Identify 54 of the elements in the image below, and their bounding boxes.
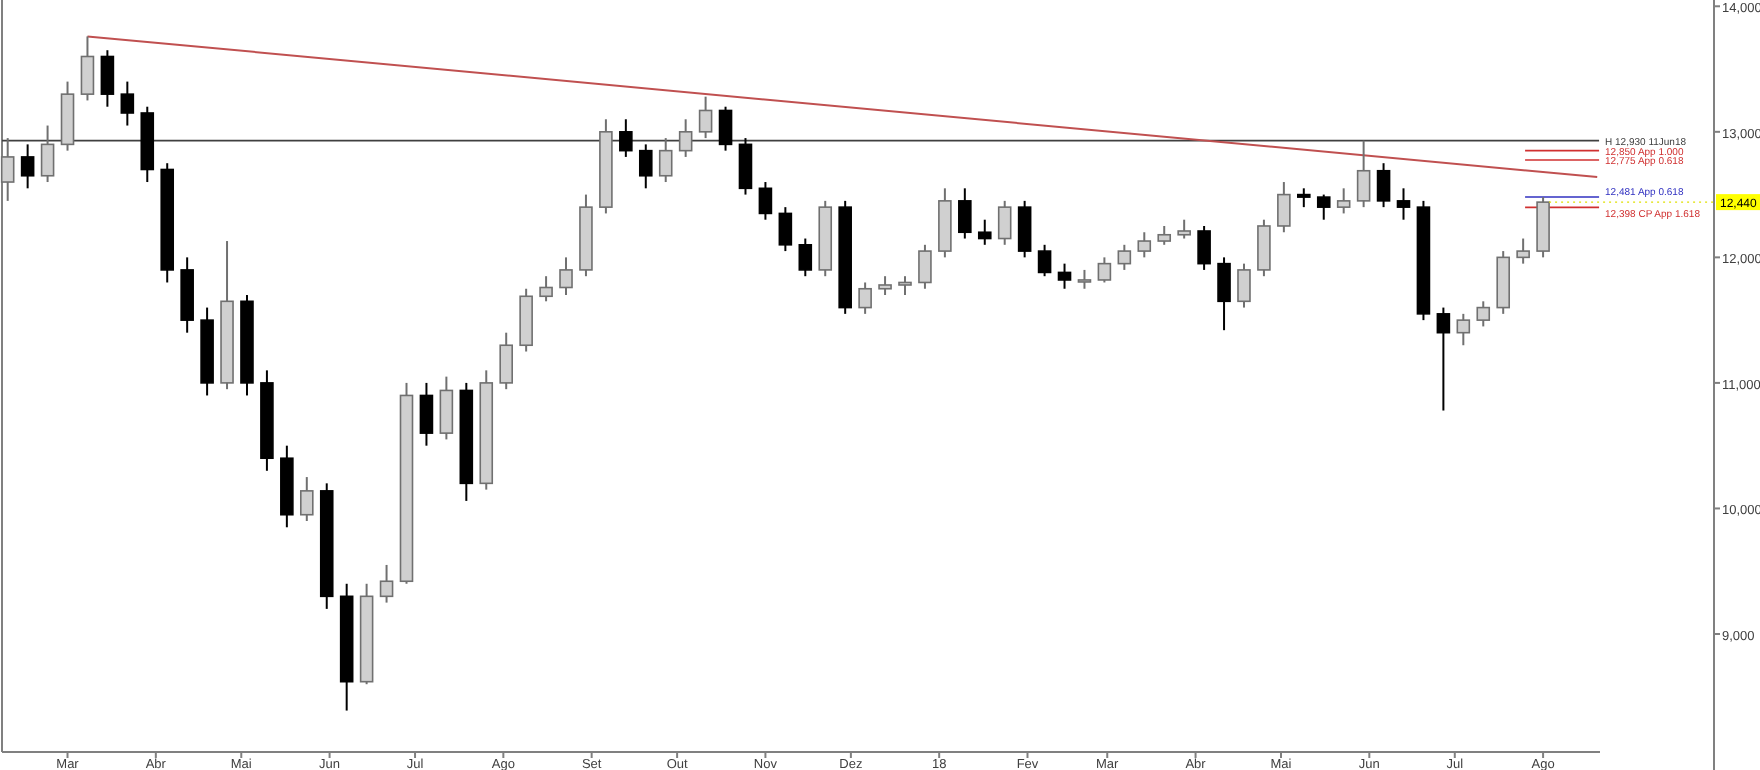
candlestick [379, 563, 394, 604]
candlestick [698, 95, 713, 140]
candlestick [1017, 199, 1032, 259]
candlestick [1097, 256, 1112, 284]
candlestick [1297, 187, 1311, 209]
candlestick [539, 275, 553, 303]
candlestick [658, 137, 673, 184]
candlestick [977, 218, 992, 246]
candlestick [1336, 187, 1351, 215]
candlestick [1257, 218, 1271, 278]
candlestick [898, 275, 912, 297]
candlestick [1456, 312, 1471, 347]
candlestick [758, 181, 773, 221]
candlestick [120, 80, 135, 127]
candlestick [499, 331, 513, 391]
candlestick [718, 105, 733, 152]
candlestick [1516, 237, 1530, 265]
candlestick [738, 137, 753, 196]
candlestick [0, 137, 15, 202]
candlestick [1197, 224, 1211, 271]
candlestick [1476, 300, 1491, 328]
candlestick [20, 143, 35, 190]
candlestick [1037, 243, 1052, 278]
candlestick [300, 476, 314, 522]
candlestick [1436, 306, 1451, 412]
candlestick [958, 187, 972, 240]
candlestick [1217, 256, 1231, 332]
candlestick [997, 199, 1012, 246]
candlestick [1316, 193, 1331, 221]
candlestick [559, 256, 573, 297]
candlestick [1177, 218, 1191, 240]
candlestick [1117, 243, 1132, 271]
candlestick [439, 375, 454, 441]
candlestick [1356, 139, 1371, 209]
candlestick [1396, 187, 1411, 221]
candlestick [878, 275, 892, 297]
candlestick [1277, 181, 1291, 234]
candlestick [1157, 224, 1172, 246]
candlestick [1137, 231, 1152, 259]
candlestick [918, 243, 932, 290]
candlestick [100, 49, 115, 108]
candlestick [1057, 262, 1072, 290]
candlestick [778, 206, 793, 253]
candlestick [80, 35, 95, 102]
candlestick [419, 381, 434, 447]
candlestick [1376, 162, 1391, 209]
candlestick [678, 118, 693, 158]
candlestick [1077, 268, 1092, 290]
candlestick [619, 118, 633, 158]
candlestick [638, 143, 653, 190]
candlestick [798, 237, 813, 278]
candlestick [1237, 262, 1251, 309]
candlestick [40, 124, 55, 184]
candlestick [858, 281, 872, 315]
